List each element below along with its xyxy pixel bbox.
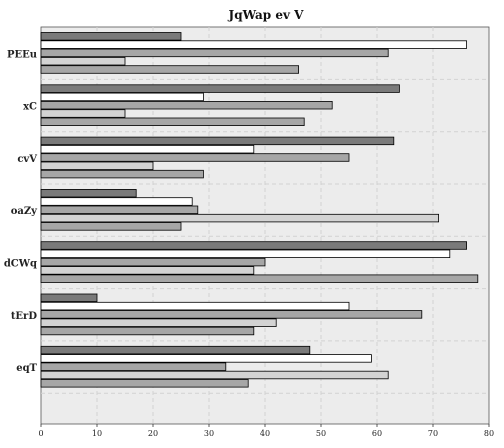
x-tick-label: 50 <box>316 429 326 438</box>
x-tick-label: 40 <box>260 429 270 438</box>
bar <box>40 188 137 198</box>
bar <box>40 301 350 311</box>
y-tick-label: cvV <box>17 154 37 165</box>
bar <box>40 40 468 49</box>
bar <box>40 274 479 283</box>
bar <box>40 153 350 162</box>
bar <box>40 65 300 74</box>
bar <box>40 241 468 250</box>
bar <box>40 257 266 267</box>
bar <box>40 318 277 327</box>
bar <box>40 109 126 118</box>
bar <box>40 379 249 388</box>
bar <box>40 326 255 336</box>
bar <box>40 84 400 93</box>
bar <box>40 101 333 110</box>
bar <box>40 57 126 66</box>
bar <box>40 213 440 223</box>
bar <box>40 32 182 41</box>
bar <box>40 249 451 258</box>
y-tick-label: oaZy <box>11 206 38 217</box>
bar <box>40 205 199 214</box>
y-tick-label: eqT <box>16 363 37 374</box>
bar <box>40 169 204 179</box>
bar <box>40 136 395 146</box>
bar <box>40 161 154 170</box>
y-tick-label: dCWq <box>4 258 37 269</box>
x-tick-label: 30 <box>204 429 214 438</box>
bar <box>40 354 372 363</box>
x-tick-label: 60 <box>372 429 382 438</box>
x-tick-label: 70 <box>428 429 438 438</box>
bar <box>40 92 204 102</box>
bar <box>40 370 389 380</box>
bar <box>40 222 182 231</box>
bar <box>40 266 255 275</box>
y-tick-label: PEEu <box>7 49 37 60</box>
x-tick-label: 80 <box>484 429 494 438</box>
x-tick-label: 10 <box>92 429 102 438</box>
bar <box>40 310 423 319</box>
bar <box>40 345 311 355</box>
bar <box>40 293 98 302</box>
x-tick-label: 0 <box>38 429 43 438</box>
bar <box>40 48 389 58</box>
y-tick-label: tErD <box>11 311 38 322</box>
x-tick-label: 20 <box>148 429 158 438</box>
bar <box>40 197 193 206</box>
bar <box>40 362 227 371</box>
chart-title: JqWap ev V <box>228 8 305 22</box>
bar <box>40 117 305 126</box>
bar <box>40 144 255 154</box>
y-tick-label: xC <box>23 102 37 113</box>
